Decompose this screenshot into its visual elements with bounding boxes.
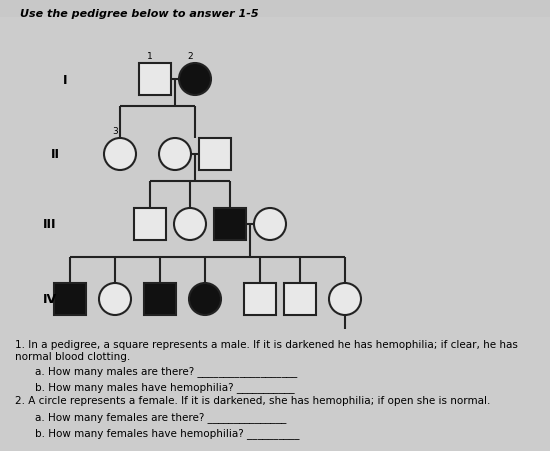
Text: a. How many females are there? _______________: a. How many females are there? _________… — [35, 411, 287, 422]
Bar — [54, 283, 86, 315]
Circle shape — [159, 139, 191, 170]
Bar — [199, 139, 231, 170]
Bar — [134, 208, 166, 240]
Text: IV: IV — [43, 293, 57, 306]
Circle shape — [104, 139, 136, 170]
Bar — [214, 208, 246, 240]
Bar — [0, 0, 550, 18]
Bar — [139, 64, 171, 96]
Text: 1. In a pedigree, a square represents a male. If it is darkened he has hemophili: 1. In a pedigree, a square represents a … — [15, 339, 518, 349]
Text: b. How many males have hemophilia? ___________: b. How many males have hemophilia? _____… — [35, 381, 295, 392]
Circle shape — [174, 208, 206, 240]
Text: a. How many males are there? ___________________: a. How many males are there? ___________… — [35, 365, 297, 376]
Bar — [284, 283, 316, 315]
Text: Use the pedigree below to answer 1-5: Use the pedigree below to answer 1-5 — [20, 9, 258, 19]
Bar — [144, 283, 176, 315]
Text: normal blood clotting.: normal blood clotting. — [15, 351, 130, 361]
Text: b. How many females have hemophilia? __________: b. How many females have hemophilia? ___… — [35, 427, 300, 438]
Text: II: II — [51, 148, 59, 161]
Text: 1: 1 — [147, 52, 153, 61]
Text: 2: 2 — [188, 52, 193, 61]
Text: I: I — [63, 74, 67, 86]
Circle shape — [329, 283, 361, 315]
Bar — [244, 283, 276, 315]
Circle shape — [254, 208, 286, 240]
Circle shape — [189, 283, 221, 315]
Circle shape — [99, 283, 131, 315]
Text: III: III — [43, 218, 57, 231]
Circle shape — [179, 64, 211, 96]
Text: 2. A circle represents a female. If it is darkened, she has hemophilia; if open : 2. A circle represents a female. If it i… — [15, 395, 491, 405]
Text: 3: 3 — [112, 127, 118, 136]
